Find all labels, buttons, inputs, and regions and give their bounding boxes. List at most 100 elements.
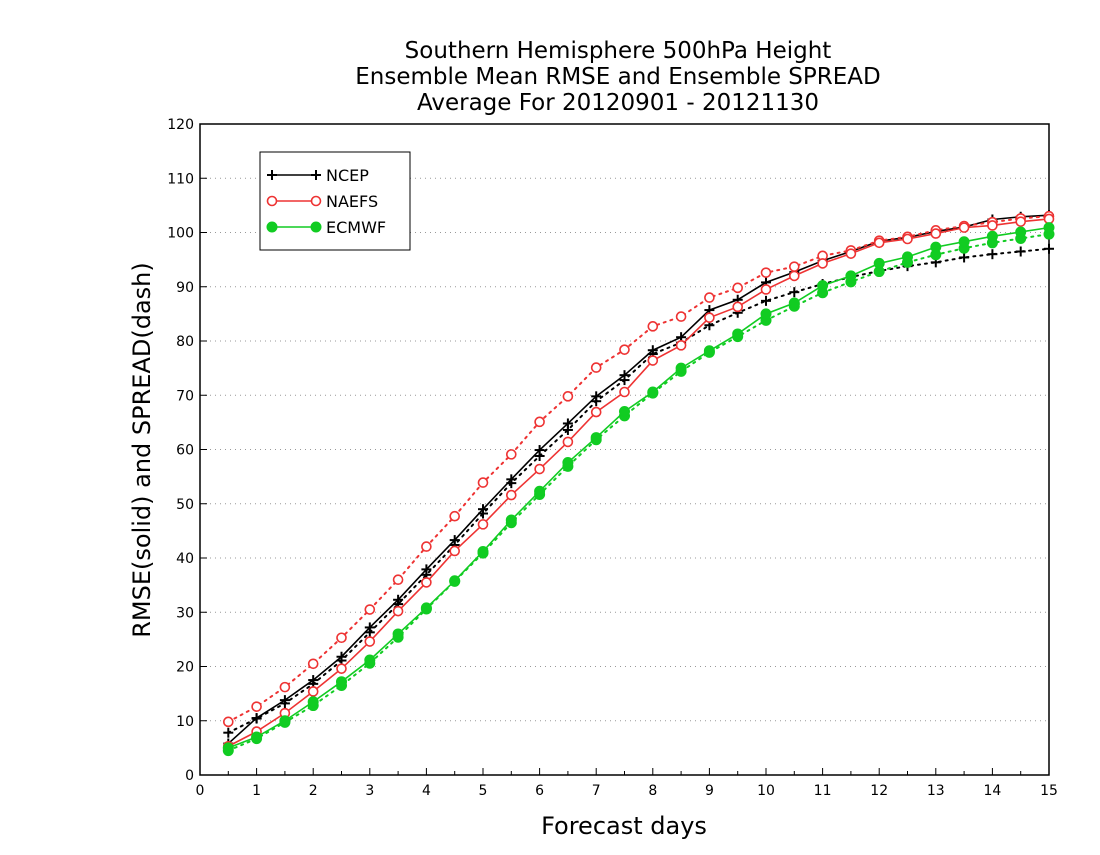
x-tick-label: 4: [422, 783, 431, 799]
x-tick-label: 10: [757, 783, 775, 799]
naefs-rmse-point: [1015, 216, 1027, 227]
y-tick-label: 50: [176, 497, 194, 513]
naefs-rmse-point: [817, 258, 828, 269]
y-tick-label: 100: [167, 226, 194, 242]
x-tick-label: 0: [196, 783, 205, 799]
naefs-rmse-point: [845, 248, 857, 259]
ncep-rmse-point: [364, 622, 375, 633]
naefs-spread-point: [477, 477, 489, 488]
naefs-rmse-point: [647, 355, 659, 366]
legend-marker: [310, 195, 322, 207]
ecmwf-rmse-point: [534, 485, 546, 497]
legend-marker: [266, 221, 278, 233]
naefs-spread-point: [590, 362, 602, 373]
series-ncep: [223, 210, 1054, 749]
naefs-spread-point: [336, 632, 347, 644]
naefs-spread-point: [788, 261, 800, 272]
naefs-rmse-point: [675, 340, 687, 351]
chart-title: Southern Hemisphere 500hPa HeightEnsembl…: [355, 38, 880, 116]
legend-marker: [310, 221, 322, 233]
naefs-spread-point: [562, 391, 574, 402]
naefs-rmse-point: [336, 663, 347, 674]
y-tick-label: 40: [176, 551, 194, 567]
legend-marker: [266, 195, 278, 207]
y-tick-label: 110: [167, 171, 194, 187]
ecmwf-rmse-point: [364, 654, 376, 666]
y-tick-label: 70: [176, 388, 194, 404]
ncep-rmse-line: [227, 214, 1050, 745]
series-lines: [222, 210, 1055, 757]
y-tick-label: 30: [176, 605, 194, 621]
naefs-rmse-point: [902, 233, 913, 245]
ncep-rmse-point: [562, 418, 573, 429]
naefs-rmse-point: [505, 489, 517, 501]
x-tick-label: 8: [648, 783, 657, 799]
ecmwf-rmse-point: [420, 602, 432, 614]
ecmwf-rmse-point: [873, 257, 885, 269]
ncep-rmse-point: [534, 445, 545, 456]
ncep-rmse-point: [308, 675, 319, 686]
naefs-rmse-point: [958, 222, 970, 233]
ncep-rmse-point: [619, 370, 630, 381]
naefs-rmse-line: [227, 218, 1050, 747]
x-tick-label: 7: [592, 783, 601, 799]
grid-lines: [200, 177, 1049, 722]
naefs-spread-point: [251, 701, 262, 712]
naefs-spread-point: [364, 604, 376, 615]
title-line: Average For 20120901 - 20121130: [417, 90, 819, 116]
legend-item-ecmwf: ECMWF: [266, 218, 386, 237]
y-axis-ticks: 0 10 20 30 40 50 60 70 80 90 100 110 120: [167, 117, 207, 784]
ecmwf-rmse-point: [958, 236, 970, 248]
ecmwf-rmse-point: [392, 628, 404, 640]
naefs-rmse-point: [307, 686, 319, 697]
ncep-spread-point: [1015, 246, 1026, 257]
y-tick-label: 90: [176, 280, 194, 296]
ecmwf-rmse-point: [307, 696, 319, 708]
x-tick-label: 11: [814, 783, 832, 799]
ncep-spread-point: [959, 252, 970, 263]
y-axis-label: RMSE(solid) and SPREAD(dash): [128, 262, 156, 638]
legend-label-ecmwf: ECMWF: [326, 218, 386, 237]
naefs-rmse-point: [364, 636, 376, 647]
naefs-spread-point: [732, 282, 744, 294]
naefs-rmse-point: [760, 284, 772, 295]
naefs-rmse-point: [562, 436, 574, 448]
legend-item-ncep: NCEP: [267, 166, 369, 185]
ecmwf-rmse-point: [222, 742, 234, 754]
ncep-rmse-point: [449, 535, 460, 546]
series-ecmwf: [222, 222, 1055, 757]
series-naefs: [223, 210, 1055, 752]
naefs-spread-point: [307, 658, 319, 670]
naefs-rmse-point: [704, 312, 715, 323]
ecmwf-rmse-point: [562, 457, 574, 469]
naefs-rmse-point: [590, 406, 602, 418]
x-tick-label: 15: [1040, 783, 1058, 799]
x-tick-label: 3: [365, 783, 374, 799]
ecmwf-rmse-point: [449, 575, 461, 587]
ecmwf-rmse-point: [251, 731, 263, 743]
naefs-spread-point: [449, 510, 461, 522]
ecmwf-rmse-point: [760, 308, 772, 320]
ncep-spread-point: [223, 727, 234, 738]
ecmwf-rmse-point: [675, 362, 687, 374]
naefs-rmse-point: [421, 577, 432, 588]
naefs-spread-point: [704, 292, 715, 303]
x-tick-label: 9: [705, 783, 714, 799]
naefs-spread-point: [421, 541, 432, 552]
ecmwf-rmse-point: [930, 241, 942, 253]
legend: NCEP NAEFS ECMWF: [259, 151, 411, 251]
ecmwf-rmse-point: [336, 676, 347, 688]
y-tick-label: 0: [185, 768, 194, 784]
ecmwf-rmse-point: [279, 715, 291, 727]
legend-item-naefs: NAEFS: [266, 192, 378, 211]
legend-marker: [311, 170, 321, 180]
ecmwf-rmse-point: [619, 406, 630, 418]
legend-marker: [267, 170, 277, 180]
ecmwf-rmse-point: [590, 432, 602, 444]
x-tick-label: 1: [252, 783, 261, 799]
ncep-rmse-point: [591, 391, 602, 402]
ncep-rmse-point: [506, 474, 517, 485]
naefs-spread-point: [505, 449, 517, 460]
ncep-spread-point: [1044, 243, 1054, 254]
